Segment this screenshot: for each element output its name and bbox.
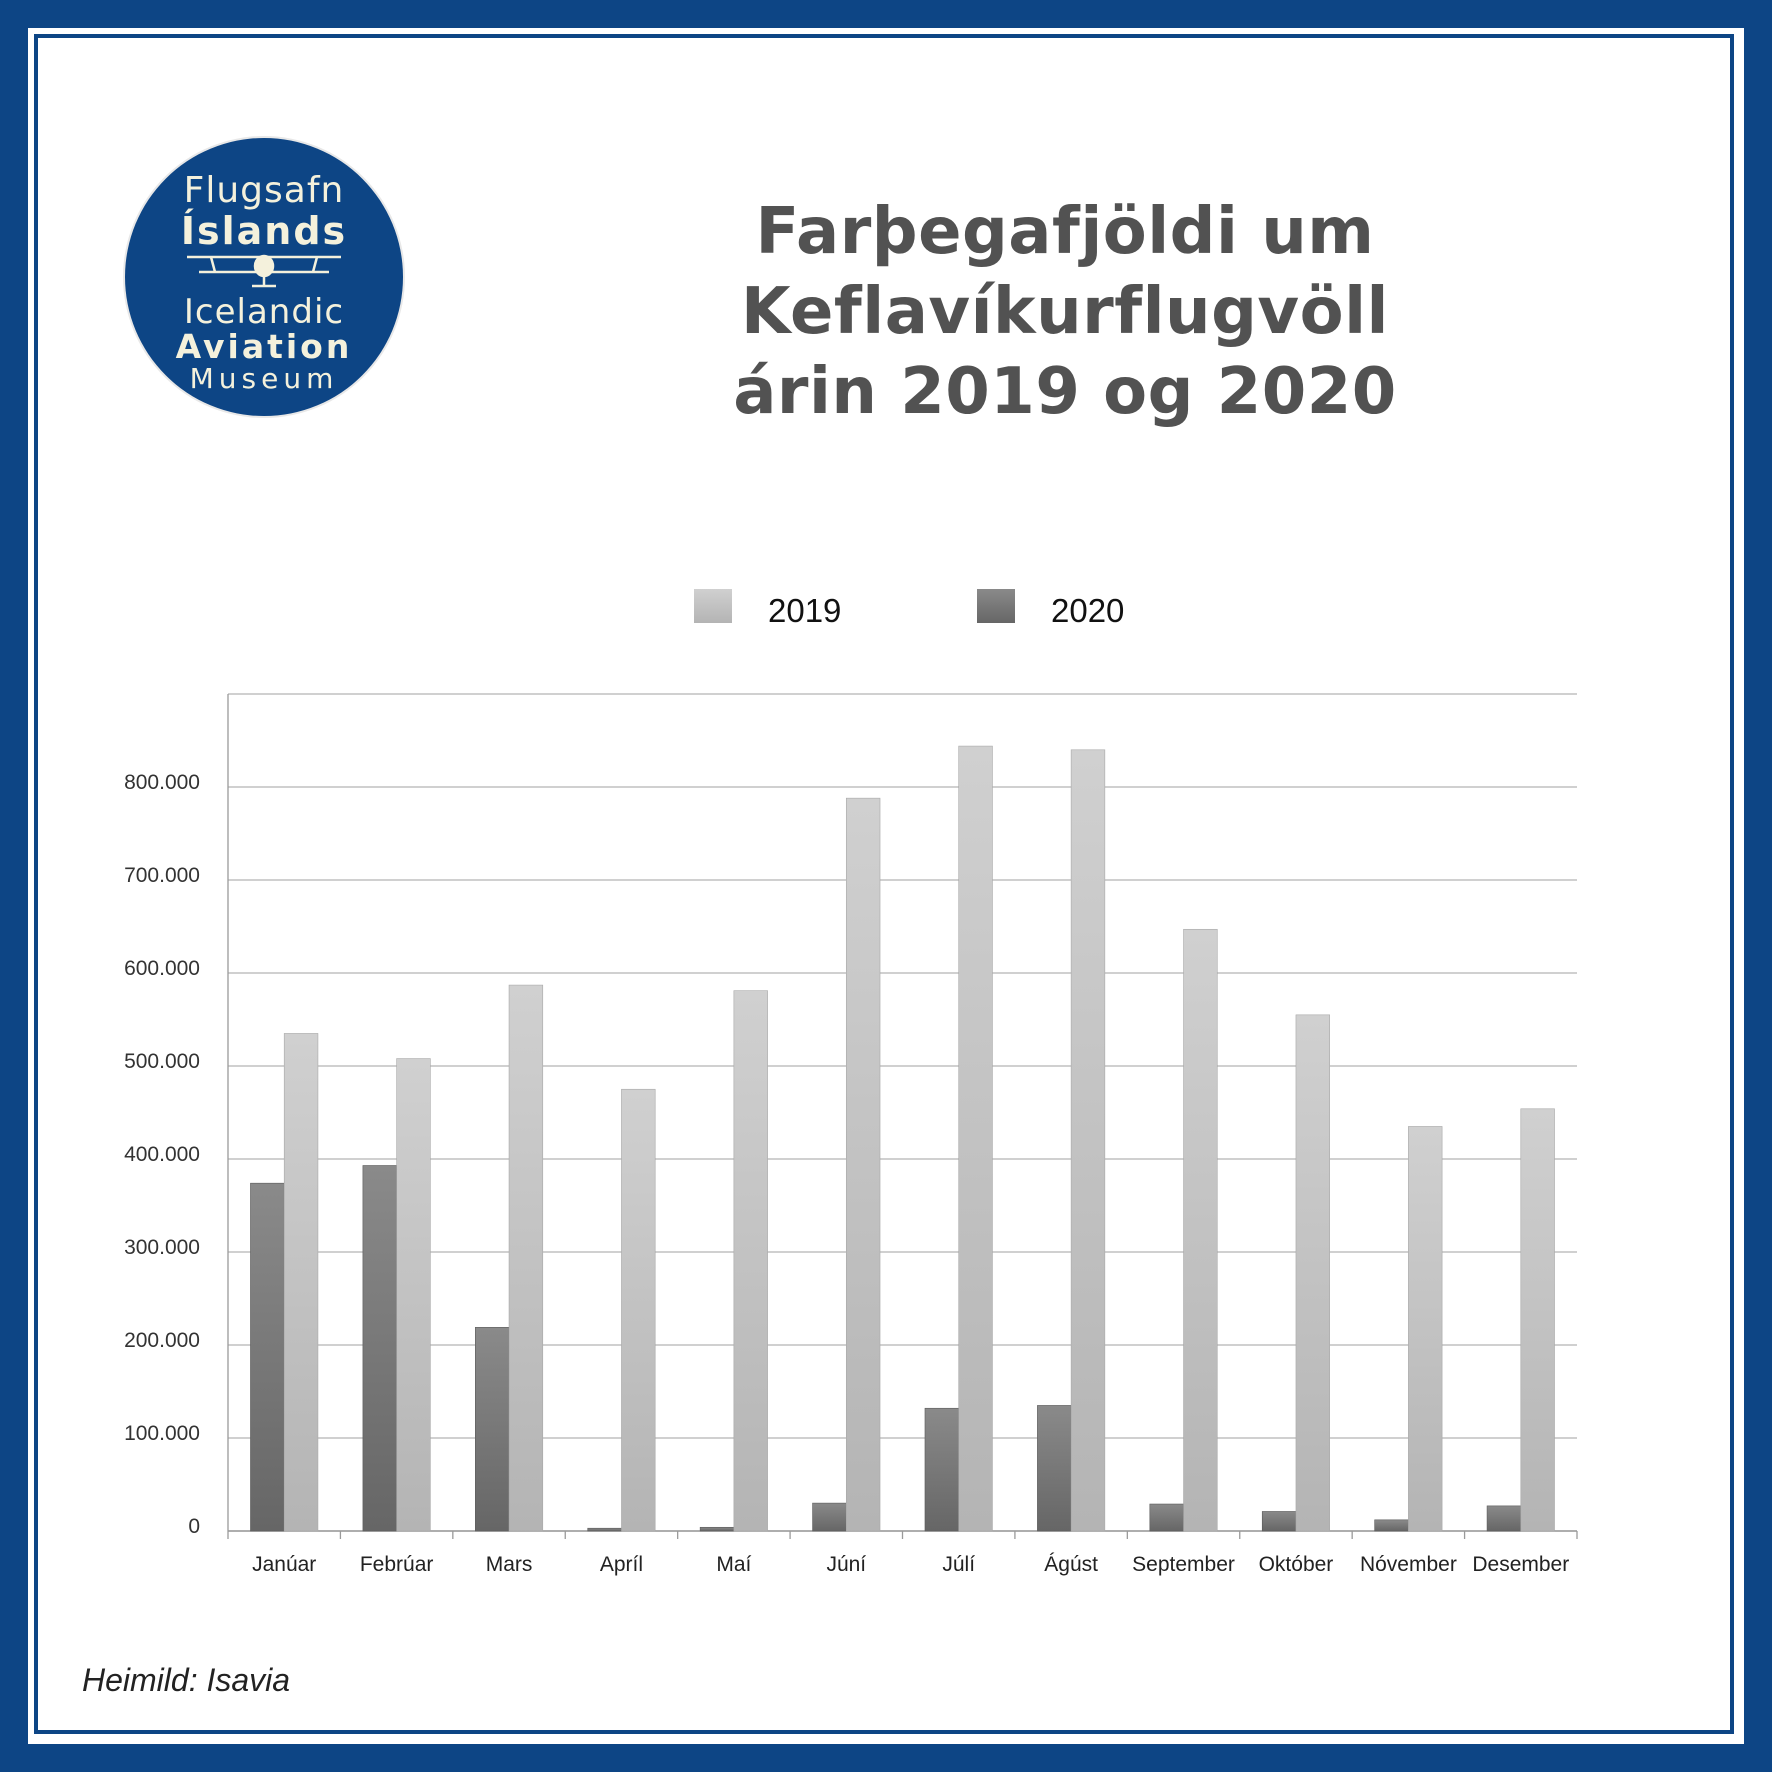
- bar-2019: [845, 797, 881, 1532]
- y-tick-label: 400.000: [124, 1143, 200, 1166]
- bar-2019: [508, 984, 544, 1532]
- bar-2020: [924, 1407, 960, 1532]
- bar-2020: [587, 1527, 622, 1532]
- bar-2019: [621, 1088, 656, 1532]
- x-tick-label: September: [1132, 1553, 1235, 1576]
- chart-title-line-1: Farþegafjöldi um Keflavíkurflugvöll: [741, 195, 1389, 349]
- bar-2020: [362, 1165, 397, 1532]
- biplane-icon: [187, 254, 341, 288]
- y-tick-label: 500.000: [124, 1050, 200, 1073]
- x-tick-label: Mars: [486, 1553, 533, 1576]
- y-tick-label: 600.000: [124, 957, 200, 980]
- y-tick-label: 800.000: [124, 771, 200, 794]
- y-tick-label: 700.000: [124, 864, 200, 887]
- chart-title: Farþegafjöldi um Keflavíkurflugvöll árin…: [440, 192, 1690, 432]
- x-tick-label: Febrúar: [360, 1553, 434, 1576]
- bar-2019: [1520, 1108, 1555, 1532]
- bar-2019: [396, 1058, 431, 1532]
- x-tick-label: Júní: [826, 1553, 866, 1576]
- bar-2019: [958, 745, 993, 1532]
- x-tick-label: Júlí: [942, 1553, 975, 1576]
- bar-2020: [475, 1327, 510, 1532]
- x-tick-label: Ágúst: [1044, 1553, 1098, 1576]
- aviation-museum-logo: Flugsafn Íslands Icelandic Aviation Muse…: [125, 138, 403, 416]
- x-tick-label: Janúar: [252, 1553, 316, 1576]
- logo-text-aviation: Aviation: [176, 327, 353, 366]
- bar-2019: [733, 990, 768, 1532]
- bar-2019: [1070, 749, 1106, 1532]
- legend-swatch-2020: [977, 589, 1015, 623]
- x-tick-label: Nóvember: [1360, 1553, 1457, 1576]
- x-tick-label: Maí: [716, 1553, 751, 1576]
- bar-2020: [1486, 1505, 1522, 1532]
- legend-label-2019: 2019: [768, 592, 841, 629]
- bar-2020: [1037, 1405, 1072, 1532]
- x-tick-label: Apríl: [600, 1553, 643, 1576]
- y-tick-label: 0: [188, 1515, 200, 1538]
- bar-2020: [1374, 1519, 1409, 1532]
- bars: [250, 745, 1555, 1532]
- bar-2020: [812, 1502, 847, 1532]
- logo-text-museum: Museum: [190, 362, 339, 395]
- gridlines: [227, 693, 1578, 1539]
- bar-2019: [283, 1033, 319, 1532]
- x-axis-labels: Janúar Febrúar Mars Apríl Maí Júní Júlí Ágúst Se…: [252, 1553, 1569, 1576]
- x-tick-label: Október: [1259, 1553, 1334, 1576]
- bar-2020: [1261, 1511, 1297, 1532]
- bar-2019: [1408, 1126, 1443, 1532]
- bar-2019: [1183, 928, 1218, 1532]
- chart-title-line-2: árin 2019 og 2020: [733, 355, 1397, 429]
- legend-label-2020: 2020: [1051, 592, 1124, 629]
- x-tick-label: Desember: [1472, 1553, 1569, 1576]
- chart-legend: 2019 2020: [694, 589, 1124, 629]
- y-tick-label: 100.000: [124, 1422, 200, 1445]
- bar-2020: [1149, 1503, 1184, 1532]
- logo-text-islands: Íslands: [181, 209, 347, 253]
- bar-2019: [1295, 1014, 1330, 1532]
- legend-swatch-2019: [694, 589, 732, 623]
- y-tick-label: 300.000: [124, 1236, 200, 1259]
- y-axis-labels: 0 100.000 200.000 300.000 400.000 500.000 600.…: [124, 771, 200, 1538]
- logo-text-icelandic: Icelandic: [184, 292, 344, 332]
- y-tick-label: 200.000: [124, 1329, 200, 1352]
- logo-text-flugsafn: Flugsafn: [184, 170, 345, 211]
- source-note: Heimild: Isavia: [82, 1662, 291, 1698]
- bar-2020: [699, 1526, 735, 1532]
- bar-2020: [250, 1182, 285, 1532]
